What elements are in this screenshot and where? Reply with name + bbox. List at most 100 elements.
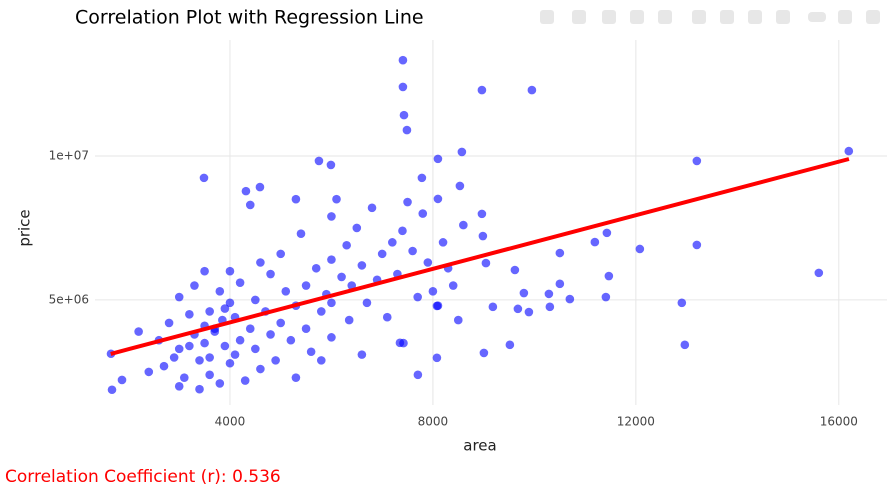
- point: [276, 318, 285, 328]
- point: [266, 330, 275, 339]
- point: [185, 310, 194, 319]
- point: [185, 341, 194, 351]
- point: [256, 258, 265, 267]
- point: [199, 173, 209, 183]
- point: [251, 295, 260, 305]
- point: [357, 261, 367, 270]
- tool-icon[interactable]: [748, 10, 762, 24]
- tool-icon[interactable]: [776, 10, 790, 24]
- point: [251, 344, 260, 354]
- point: [510, 265, 520, 275]
- point: [327, 298, 336, 308]
- point: [220, 304, 230, 313]
- point: [296, 229, 306, 239]
- tool-icon[interactable]: [658, 10, 672, 24]
- point: [844, 146, 854, 156]
- tool-icon[interactable]: [720, 10, 734, 24]
- point: [205, 370, 214, 380]
- regression-line: [110, 157, 850, 356]
- point: [205, 353, 214, 362]
- point: [301, 324, 311, 334]
- point: [408, 246, 417, 256]
- point: [362, 298, 372, 308]
- point: [399, 338, 408, 348]
- point: [240, 376, 250, 385]
- point: [241, 186, 251, 196]
- point: [513, 304, 523, 314]
- tool-icon[interactable]: [866, 10, 880, 24]
- point: [417, 173, 427, 183]
- point: [255, 182, 265, 192]
- point: [423, 258, 433, 267]
- tool-icon[interactable]: [838, 10, 852, 24]
- point: [453, 315, 463, 325]
- point: [527, 85, 537, 95]
- point: [544, 289, 554, 299]
- point: [357, 350, 367, 359]
- point: [169, 353, 179, 362]
- point: [190, 281, 199, 290]
- point: [680, 340, 690, 350]
- point: [215, 286, 225, 296]
- point: [388, 238, 397, 247]
- point: [477, 85, 487, 95]
- annotation: Correlation Coefficient (r): 0.536: [5, 467, 281, 487]
- point: [316, 356, 326, 365]
- y-axis-title: price: [16, 209, 34, 246]
- point: [220, 341, 230, 351]
- point: [814, 268, 824, 278]
- point: [235, 278, 245, 287]
- point: [174, 344, 184, 354]
- point: [195, 356, 204, 365]
- point: [327, 255, 336, 264]
- tool-icon[interactable]: [808, 12, 826, 22]
- point: [692, 156, 702, 166]
- tool-icon[interactable]: [692, 10, 706, 24]
- tool-icon[interactable]: [572, 10, 586, 24]
- point: [519, 288, 529, 298]
- point: [433, 301, 443, 310]
- point: [524, 307, 534, 317]
- point: [433, 154, 443, 164]
- point: [432, 353, 442, 363]
- point: [256, 364, 265, 374]
- point: [545, 302, 555, 312]
- x-axis-title: area: [463, 437, 496, 455]
- x-tick-label: 8000: [418, 415, 449, 429]
- point: [692, 240, 702, 250]
- point: [117, 375, 127, 385]
- point: [134, 327, 143, 336]
- point: [326, 160, 336, 170]
- point: [225, 298, 235, 308]
- point: [428, 286, 438, 296]
- point: [327, 333, 336, 342]
- point: [311, 263, 321, 273]
- point: [555, 248, 565, 258]
- point: [367, 203, 377, 213]
- tool-icon[interactable]: [540, 10, 554, 24]
- point: [459, 220, 468, 230]
- point: [413, 370, 423, 380]
- point: [382, 312, 392, 322]
- point: [635, 244, 645, 254]
- point: [245, 324, 255, 334]
- point: [281, 286, 291, 296]
- point: [398, 55, 408, 65]
- tool-icon[interactable]: [602, 10, 616, 24]
- point: [286, 335, 296, 345]
- point: [230, 350, 240, 359]
- point: [448, 281, 458, 290]
- point: [301, 281, 311, 290]
- point: [266, 269, 275, 279]
- point: [479, 348, 489, 358]
- chart-title: Correlation Plot with Regression Line: [75, 7, 424, 29]
- point: [164, 318, 174, 328]
- point: [455, 181, 465, 191]
- point: [174, 292, 184, 302]
- point: [332, 194, 341, 204]
- y-tick-label: 5e+06: [49, 292, 89, 306]
- point: [602, 228, 612, 238]
- tool-icon[interactable]: [630, 10, 644, 24]
